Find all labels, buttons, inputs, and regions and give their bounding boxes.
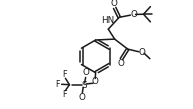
Text: O: O: [110, 0, 117, 8]
Text: O: O: [117, 59, 124, 68]
Text: O: O: [78, 93, 85, 102]
Text: HN: HN: [101, 16, 114, 25]
Text: F: F: [62, 70, 67, 79]
Text: S: S: [81, 81, 87, 89]
Text: F: F: [55, 80, 60, 89]
Text: F: F: [62, 90, 67, 99]
Text: O: O: [130, 10, 137, 19]
Text: O: O: [92, 77, 99, 86]
Text: O: O: [83, 68, 90, 77]
Text: O: O: [139, 48, 146, 57]
